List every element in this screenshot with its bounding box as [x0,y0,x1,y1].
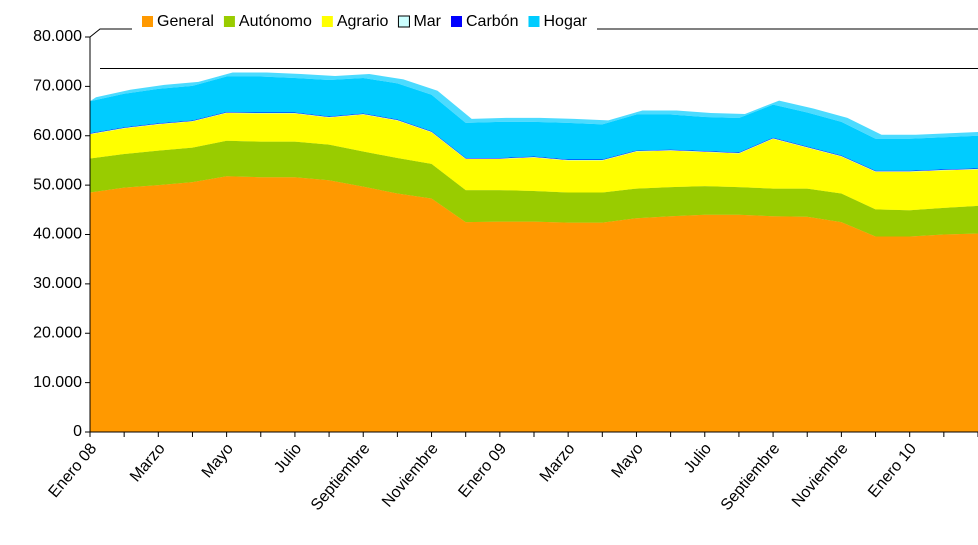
y-tick-label: 60.000 [33,127,82,144]
y-tick-label: 70.000 [33,78,82,95]
legend-swatch [397,15,410,28]
x-tick-label: Enero 10 [865,440,920,501]
area [90,176,978,432]
legend-label: General [157,13,214,30]
area-rim [90,72,978,139]
legend-label: Agrario [337,13,389,30]
y-tick-label: 10.000 [33,374,82,391]
legend-swatch [528,16,540,27]
area [90,113,978,211]
y-tick-label: 40.000 [33,226,82,243]
y-tick-label: 50.000 [33,176,82,193]
x-tick-label: Mayo [199,440,237,481]
area [90,76,978,171]
x-tick-label: Septiembre [718,440,784,514]
y-tick-label: 0 [73,423,82,440]
y-tick-label: 20.000 [33,324,82,341]
x-tick-label: Enero 08 [46,440,101,501]
x-tick-label: Marzo [127,440,169,485]
legend-box [132,10,598,34]
x-tick-label: Septiembre [308,440,374,514]
legend-swatch [142,16,153,27]
legend-label: Carbón [466,13,518,30]
x-tick-label: Mayo [609,440,647,481]
legend-swatch [223,16,235,27]
legend-label: Hogar [543,13,587,30]
y-tick-label: 80.000 [33,28,82,45]
area [90,140,978,237]
x-tick-label: Marzo [537,440,579,485]
x-tick-label: Julio [271,440,305,476]
legend-label: Autónomo [239,13,312,30]
legend-label: Mar [413,13,441,30]
x-tick-label: Noviembre [789,440,852,510]
x-tick-label: Noviembre [379,440,442,510]
legend: General Autónomo Agrario Mar Carbón Hogar [132,10,598,34]
legend-swatch [451,16,462,27]
y-tick-label: 30.000 [33,275,82,292]
x-tick-label: Enero 09 [455,440,510,501]
legend-swatch [321,16,333,27]
x-tick-label: Julio [681,440,715,476]
